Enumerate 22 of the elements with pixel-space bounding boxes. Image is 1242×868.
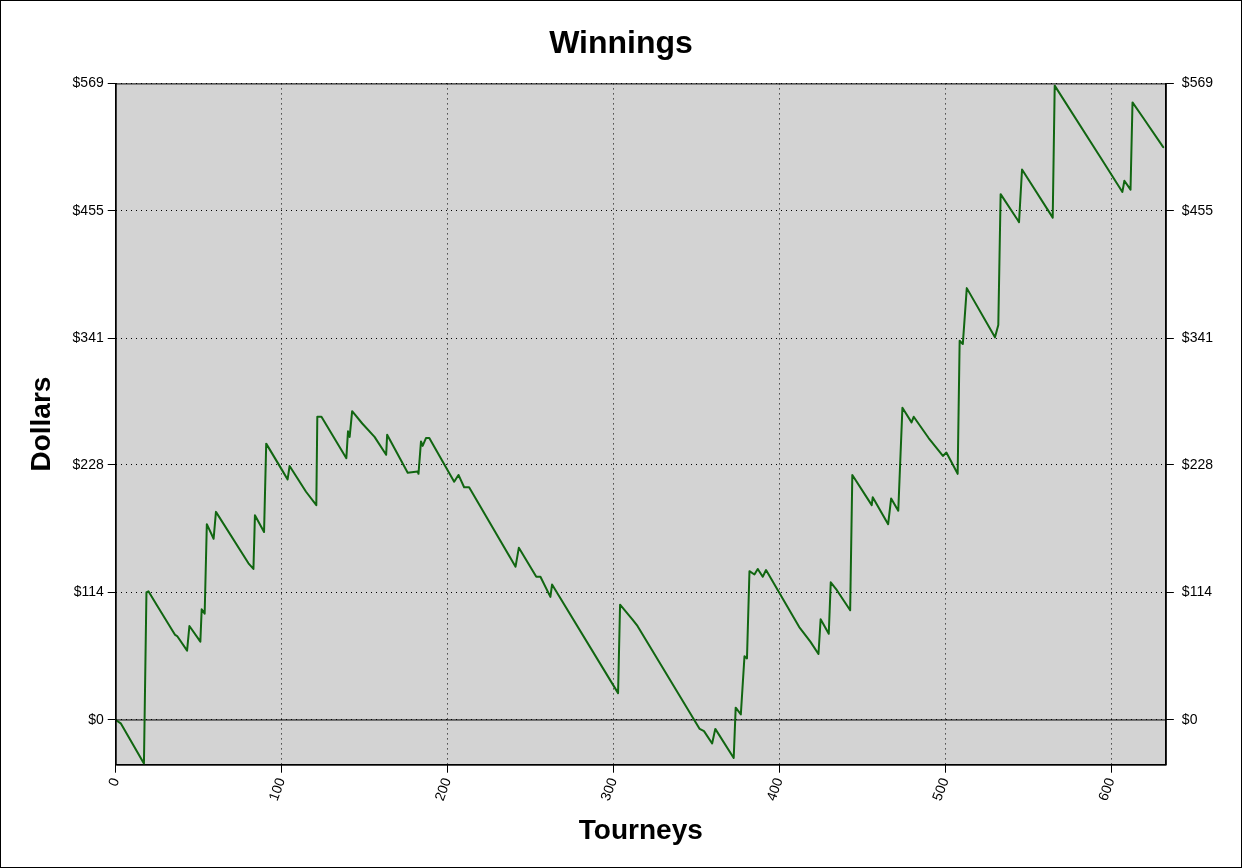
y-tick-label: $0 — [88, 710, 104, 727]
x-tick-label: 500 — [928, 775, 952, 803]
y-tick-label: $228 — [72, 455, 104, 472]
y2-tick-label: $228 — [1181, 455, 1214, 472]
y-axis-title: Dollars — [24, 376, 56, 472]
y2-tick-label: $455 — [1181, 201, 1214, 218]
y2-tick-label: $114 — [1181, 583, 1213, 600]
x-tick-label: 100 — [265, 775, 289, 803]
x-axis-title: Tourneys — [578, 813, 703, 845]
x-tick-label: 200 — [430, 775, 455, 803]
y-tick-label: $341 — [72, 329, 104, 346]
y-tick-label: $114 — [73, 583, 104, 600]
x-tick-label: 400 — [762, 775, 786, 803]
chart-title: Winnings — [549, 24, 693, 61]
y2-tick-label: $0 — [1181, 710, 1198, 727]
x-tick-label: 600 — [1094, 775, 1118, 803]
y-tick-label: $455 — [72, 201, 104, 218]
y2-tick-label: $341 — [1181, 329, 1214, 346]
x-tick-label: 300 — [596, 775, 620, 803]
y2-tick-label: $569 — [1181, 74, 1214, 91]
x-tick-label: 0 — [104, 775, 123, 789]
y-tick-label: $569 — [72, 74, 104, 91]
